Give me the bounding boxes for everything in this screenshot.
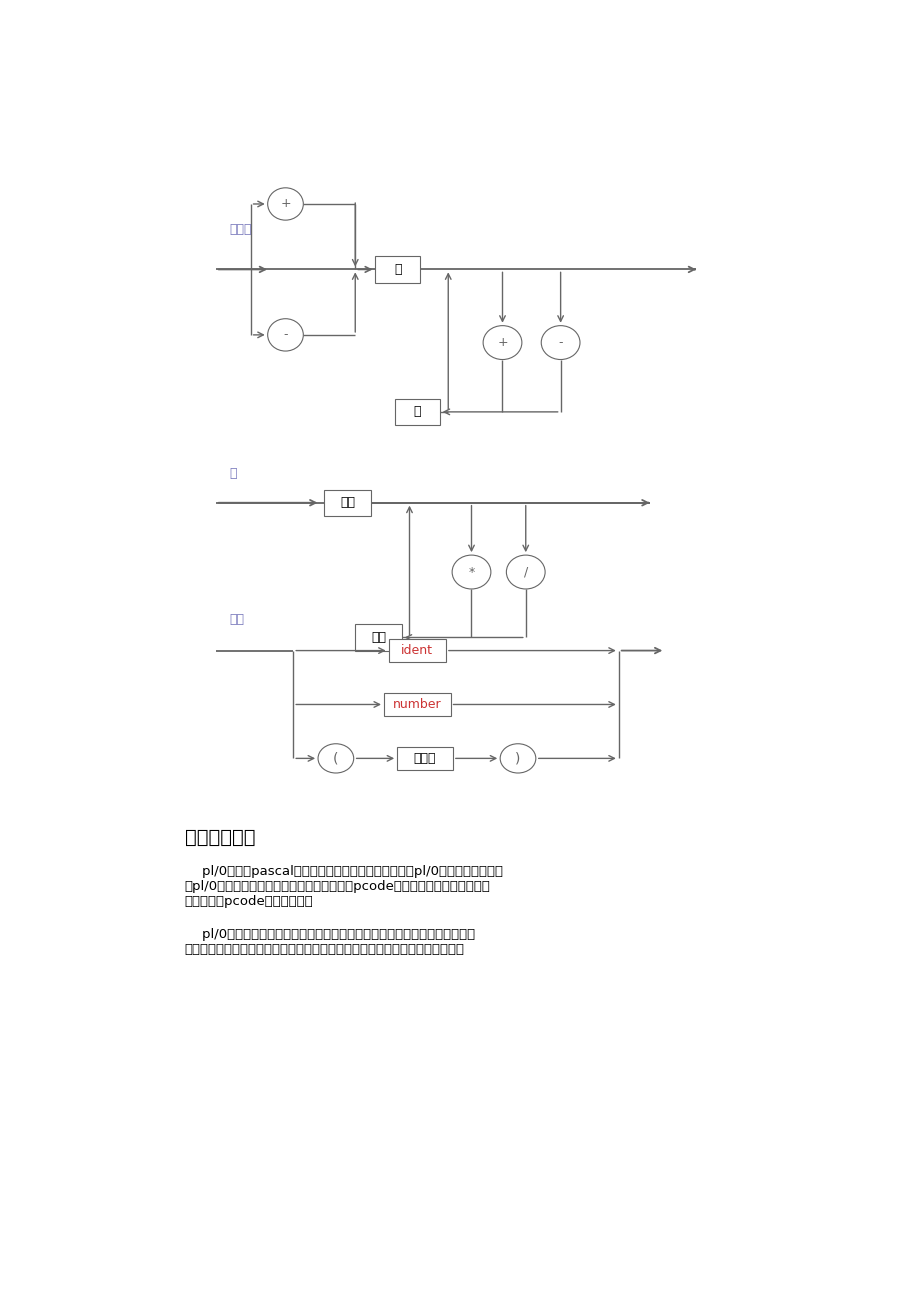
Ellipse shape bbox=[318, 743, 353, 773]
Ellipse shape bbox=[500, 743, 535, 773]
FancyBboxPatch shape bbox=[323, 490, 370, 516]
Text: number: number bbox=[392, 698, 441, 711]
Text: 四、实验报告: 四、实验报告 bbox=[185, 828, 255, 846]
Ellipse shape bbox=[482, 326, 521, 359]
Text: (: ( bbox=[333, 751, 338, 766]
Text: +: + bbox=[496, 336, 507, 349]
Text: 表达式: 表达式 bbox=[230, 223, 252, 236]
FancyBboxPatch shape bbox=[355, 625, 402, 651]
Ellipse shape bbox=[267, 187, 303, 220]
Ellipse shape bbox=[505, 555, 545, 589]
Text: -: - bbox=[558, 336, 562, 349]
Ellipse shape bbox=[267, 319, 303, 352]
FancyBboxPatch shape bbox=[388, 639, 446, 663]
FancyBboxPatch shape bbox=[375, 256, 420, 283]
Text: 项: 项 bbox=[413, 405, 421, 418]
Text: +: + bbox=[280, 198, 290, 211]
FancyBboxPatch shape bbox=[397, 747, 452, 769]
Text: 因子: 因子 bbox=[230, 613, 244, 626]
Text: *: * bbox=[468, 565, 474, 578]
Text: pl/0语言编译程序米用以语法分析为核心、一遍扫描的编译方法。词法分析
和代码生成作为独立的子程序供语法分析程序调用。语法分析的同时，提供了出: pl/0语言编译程序米用以语法分析为核心、一遍扫描的编译方法。词法分析 和代码生… bbox=[185, 928, 474, 956]
Text: 表达式: 表达式 bbox=[414, 751, 436, 764]
Ellipse shape bbox=[451, 555, 491, 589]
Text: /: / bbox=[523, 565, 528, 578]
Text: pl/0语言是pascal语言的一个子集，我们这里分析的pl/0的编译程序包括了
对pl/0语言源程序进行分析处理、编译生成类pcode代码，并在虚拟机上解释运: pl/0语言是pascal语言的一个子集，我们这里分析的pl/0的编译程序包括了… bbox=[185, 865, 502, 907]
Text: 项: 项 bbox=[230, 467, 237, 480]
FancyBboxPatch shape bbox=[383, 693, 450, 716]
Text: ident: ident bbox=[401, 644, 433, 658]
Text: 因子: 因子 bbox=[340, 496, 355, 509]
Text: 项: 项 bbox=[393, 263, 402, 276]
Text: -: - bbox=[283, 328, 288, 341]
Text: 因子: 因子 bbox=[370, 631, 386, 644]
Ellipse shape bbox=[540, 326, 579, 359]
FancyBboxPatch shape bbox=[394, 398, 439, 424]
Text: ): ) bbox=[515, 751, 520, 766]
